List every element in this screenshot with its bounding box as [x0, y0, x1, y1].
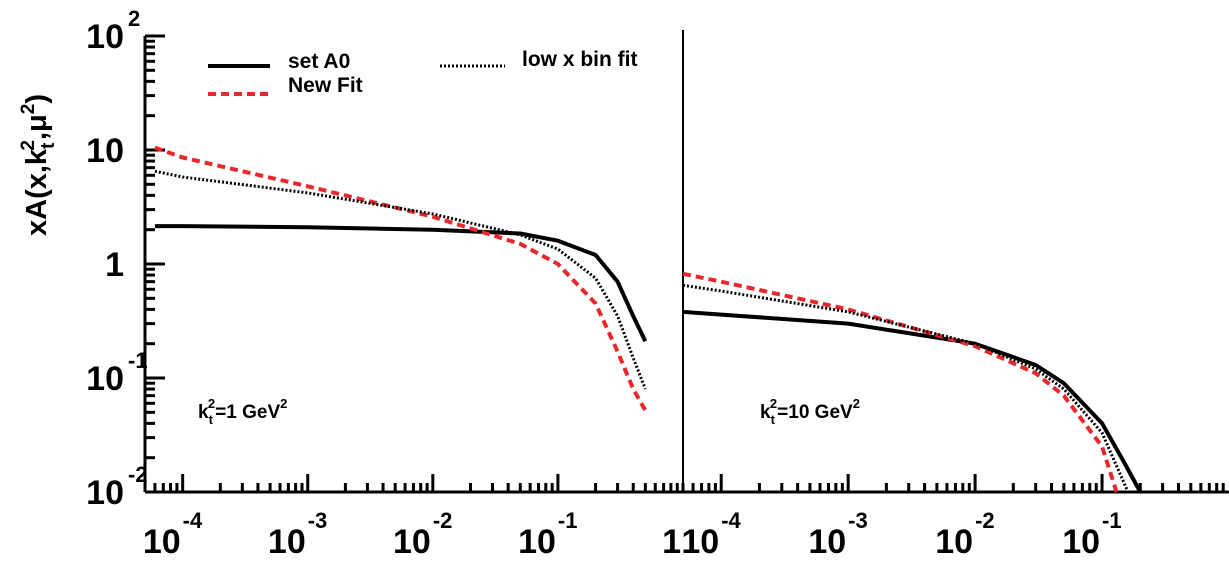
- y-tick-exponent: 2: [128, 6, 140, 31]
- panel-1-annotation: kt2=1 GeV2: [198, 396, 287, 427]
- x-tick-exponent: -3: [848, 508, 868, 533]
- panel-1-ann-unit-sup: 2: [280, 396, 287, 411]
- plot-frames: [143, 30, 1229, 494]
- x-tick-exponent: -4: [183, 508, 203, 533]
- x-tick-label: 10: [681, 523, 719, 561]
- panel-1-ann-sub: t: [209, 412, 214, 427]
- y-label-close: ): [21, 94, 53, 104]
- x-tick-label: 10: [935, 523, 973, 561]
- x-tick-exponent: -2: [433, 508, 453, 533]
- series-set-a0-panel-1: [154, 224, 648, 343]
- y-tick-label: 10: [86, 360, 124, 398]
- x-tick-label: 10: [518, 523, 556, 561]
- x-tick-labels: 10-410-310-210-11 10-410-310-210-1: [143, 508, 1122, 561]
- x-tick-label: 1: [662, 523, 681, 561]
- panel-2-ann-sub: t: [771, 412, 776, 427]
- panel-2-ann-sup: 2: [770, 396, 777, 411]
- x-tick-label: 10: [143, 523, 181, 561]
- x-tick-exponent: -1: [558, 508, 578, 533]
- y-tick-label: 1: [105, 246, 124, 284]
- y-tick-exponent: -1: [128, 348, 148, 373]
- x-tick-exponent: -4: [721, 508, 741, 533]
- x-tick-label: 10: [1062, 523, 1100, 561]
- panel-2-annotation: kt2=10 GeV2: [760, 396, 860, 427]
- axis-ticks: [143, 34, 1225, 494]
- legend-label-low-x: low x bin fit: [522, 48, 638, 71]
- series-low-x-bin-fit-panel-1: [154, 169, 647, 390]
- legend-label-set-a0: set A0: [288, 50, 350, 73]
- y-tick-exponent: -2: [128, 462, 148, 487]
- x-tick-label: 10: [808, 523, 846, 561]
- panel-1-ann-k: k: [198, 402, 209, 423]
- x-tick-label: 10: [268, 523, 306, 561]
- series-new-fit-panel-1: [154, 145, 648, 412]
- legend-label-new-fit: New Fit: [288, 74, 363, 97]
- x-tick-exponent: -2: [975, 508, 995, 533]
- x-tick-exponent: -3: [308, 508, 328, 533]
- panel-2-ann-k: k: [760, 402, 771, 423]
- y-label-sub: t: [38, 142, 59, 149]
- y-label-sup: 2: [18, 140, 39, 151]
- x-tick-exponent: -1: [1102, 508, 1122, 533]
- series-set-a0-panel-2: [682, 309, 1143, 493]
- panel-1-ann-sup: 2: [208, 396, 215, 411]
- series-layer: [154, 145, 1143, 493]
- panel-1-ann-text: =1 GeV: [215, 402, 280, 423]
- y-label-rest: ,μ: [21, 114, 53, 140]
- x-tick-label: 10: [393, 523, 431, 561]
- legend: set A0 New Fit low x bin fit: [208, 48, 638, 97]
- y-tick-label: 10: [86, 474, 124, 512]
- y-axis-label: xA(x,kt2,μ2): [18, 94, 59, 236]
- y-tick-label: 10: [86, 132, 124, 170]
- panel-2-ann-unit-sup: 2: [853, 396, 860, 411]
- y-label-main: xA(x,k: [21, 148, 53, 236]
- series-new-fit-panel-2: [682, 271, 1119, 493]
- y-tick-label: 10: [86, 18, 124, 56]
- panel-2-ann-text: =10 GeV: [777, 402, 853, 423]
- series-low-x-bin-fit-panel-2: [682, 283, 1130, 493]
- y-label-sup2: 2: [18, 104, 39, 115]
